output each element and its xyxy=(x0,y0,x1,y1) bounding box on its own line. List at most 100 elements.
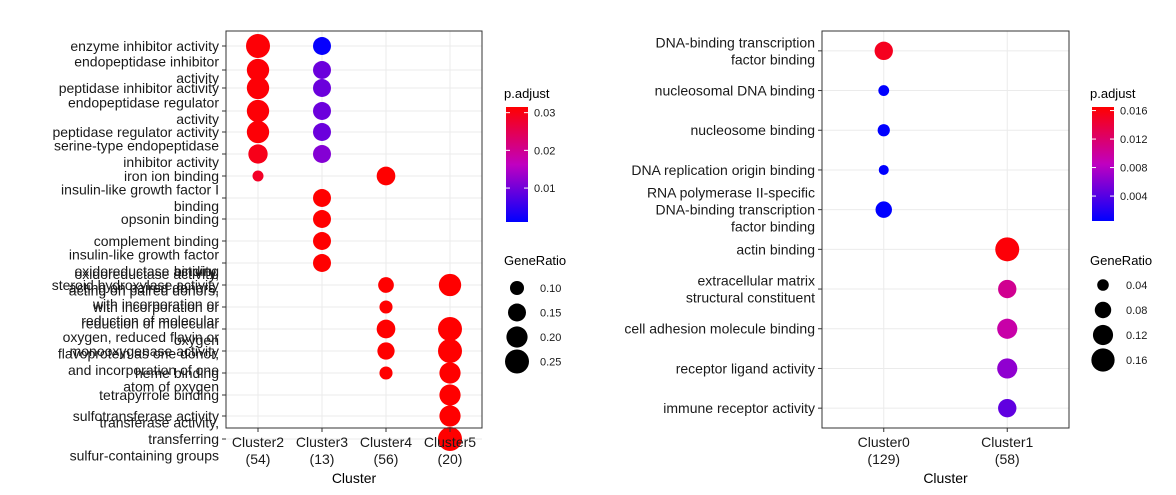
data-point xyxy=(439,405,461,427)
color-legend-bar xyxy=(506,107,528,222)
y-tick-label: DNA-binding transcription factor binding xyxy=(655,34,815,67)
size-legend-key xyxy=(506,326,528,348)
size-legend-label: 0.15 xyxy=(540,308,561,320)
size-legend-label: 0.12 xyxy=(1126,330,1147,342)
data-point xyxy=(313,61,331,79)
y-tick-label: insulin-like growth factor binding xyxy=(69,247,220,280)
data-point xyxy=(377,342,395,360)
data-point xyxy=(313,254,331,272)
y-tick-label: steroid hydroxylase activity xyxy=(52,277,219,293)
color-legend-label: 0.012 xyxy=(1120,134,1148,146)
data-point xyxy=(313,123,331,141)
y-tick-label: DNA replication origin binding xyxy=(631,162,815,178)
size-legend-key xyxy=(1094,301,1112,319)
data-point xyxy=(246,120,270,144)
size-legend-label: 0.16 xyxy=(1126,355,1147,367)
y-tick-label: oxidoreductase activity, acting on paired… xyxy=(69,266,220,348)
data-point xyxy=(313,102,331,120)
data-point xyxy=(438,317,462,341)
size-legend-label: 0.04 xyxy=(1126,280,1147,292)
color-legend-bar xyxy=(1092,107,1114,221)
y-tick-label: monooxygenase activity xyxy=(70,343,219,359)
y-tick-label: complement binding xyxy=(94,233,219,249)
data-point xyxy=(246,58,270,82)
plot-area xyxy=(226,31,482,428)
data-point xyxy=(438,427,462,451)
size-legend-label: 0.10 xyxy=(540,283,561,295)
data-point xyxy=(379,366,393,380)
size-legend-key xyxy=(1097,279,1109,291)
data-point xyxy=(877,124,890,137)
data-point xyxy=(246,76,270,100)
x-tick-label: Cluster0 (129) xyxy=(858,434,910,467)
y-tick-label: oxidoreductase activity, acting on paired… xyxy=(58,263,219,395)
x-tick-label: Cluster3 (13) xyxy=(296,434,348,467)
y-tick-label: nucleosome binding xyxy=(690,122,815,138)
plot-area xyxy=(822,31,1069,428)
data-point xyxy=(246,99,270,123)
y-tick-label: cell adhesion molecule binding xyxy=(624,321,815,337)
size-legend-title: GeneRatio xyxy=(1090,253,1152,268)
y-tick-label: heme binding xyxy=(135,365,219,381)
data-point xyxy=(313,37,331,55)
data-point xyxy=(438,339,462,363)
size-legend-key xyxy=(505,349,529,374)
data-point xyxy=(376,319,396,339)
size-legend-key xyxy=(509,280,525,296)
x-tick-label: Cluster1 (58) xyxy=(981,434,1033,467)
y-tick-label: peptidase inhibitor activity xyxy=(59,80,219,96)
y-tick-label: peptidase regulator activity xyxy=(52,124,219,140)
data-point xyxy=(376,166,396,186)
y-tick-label: opsonin binding xyxy=(121,211,219,227)
data-point xyxy=(248,144,268,164)
size-legend-key xyxy=(508,303,526,322)
size-legend-key xyxy=(1092,324,1114,346)
size-legend-label: 0.20 xyxy=(540,332,561,344)
color-legend-label: 0.004 xyxy=(1120,191,1148,203)
panel-2: DNA-binding transcription factor binding n… xyxy=(624,30,1152,486)
size-legend-label: 0.08 xyxy=(1126,305,1147,317)
data-point xyxy=(313,210,331,228)
y-tick-label: nucleosomal DNA binding xyxy=(655,82,815,98)
x-tick-label: Cluster4 (56) xyxy=(360,434,412,467)
plot-border xyxy=(821,30,1070,429)
color-legend-label: 0.03 xyxy=(534,108,555,120)
y-tick-label: enzyme inhibitor activity xyxy=(70,38,219,54)
y-tick-label: receptor ligand activity xyxy=(676,360,815,376)
data-point xyxy=(878,85,890,96)
y-tick-label: serine-type endopeptidase inhibitor activ… xyxy=(54,138,219,171)
data-point xyxy=(313,232,331,250)
y-tick-label: sulfotransferase activity xyxy=(73,408,219,424)
data-point xyxy=(998,279,1017,299)
color-legend-label: 0.008 xyxy=(1120,163,1148,175)
data-point xyxy=(997,318,1018,339)
data-point xyxy=(379,300,393,314)
data-point xyxy=(874,41,893,61)
data-point xyxy=(313,79,331,97)
y-tick-label: immune receptor activity xyxy=(663,400,815,416)
y-tick-label: iron ion binding xyxy=(124,168,219,184)
data-point xyxy=(439,384,461,406)
size-legend-title: GeneRatio xyxy=(504,253,566,268)
y-tick-label: RNA polymerase II-specific DNA-binding tr… xyxy=(647,185,815,235)
color-legend-label: 0.016 xyxy=(1120,106,1148,118)
plot-border xyxy=(225,30,483,429)
x-axis-title: Cluster xyxy=(923,470,968,486)
y-tick-label: actin binding xyxy=(736,241,815,257)
data-point xyxy=(246,34,270,58)
color-legend-title: p.adjust xyxy=(504,86,550,101)
x-axis-title: Cluster xyxy=(332,470,377,486)
data-point xyxy=(997,358,1018,379)
data-point xyxy=(438,273,462,297)
size-legend-key xyxy=(1091,348,1115,372)
data-point xyxy=(878,164,889,175)
y-tick-label: endopeptidase inhibitor activity xyxy=(74,54,219,87)
color-legend-title: p.adjust xyxy=(1090,86,1136,101)
data-point xyxy=(313,145,331,163)
y-tick-label: endopeptidase regulator activity xyxy=(68,95,219,128)
x-tick-label: Cluster5 (20) xyxy=(424,434,476,467)
data-point xyxy=(995,237,1020,262)
